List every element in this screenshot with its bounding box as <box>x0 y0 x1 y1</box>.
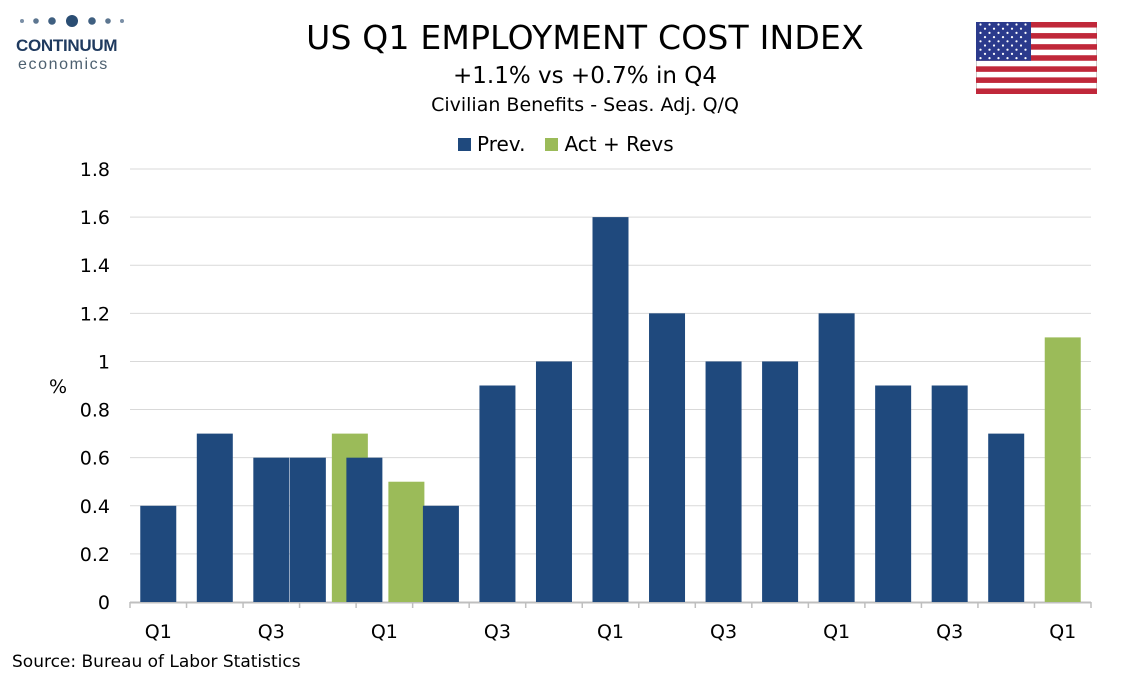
y-tick-label: 1 <box>98 351 110 373</box>
bar-prev <box>649 313 686 602</box>
continuum-economics-logo: CONTINUUM economics <box>12 14 137 78</box>
bar-prev <box>535 361 572 602</box>
logo-name: CONTINUUM <box>16 36 118 55</box>
bar-prev <box>140 505 177 602</box>
x-tick-label: Q3 <box>710 621 737 643</box>
y-tick-label: 0 <box>98 592 110 614</box>
legend-swatch-prev <box>458 137 471 151</box>
y-tick-label: 0.2 <box>80 544 110 566</box>
x-tick-label: Q3 <box>484 621 511 643</box>
bar-prev <box>346 457 383 602</box>
y-tick-label: 0.6 <box>80 448 110 470</box>
x-tick-label: Q3 <box>936 621 963 643</box>
bar-chart: 0 0.2 0.4 0.6 0.8 1 1.2 1.4 1.6 1.8% Q1 Q3 Q1 Q3 Q1 Q3 Q… <box>49 159 1092 643</box>
x-tick-label: Q1 <box>823 621 850 643</box>
x-tick-label: Q1 <box>371 621 398 643</box>
y-tick-label: 1.2 <box>80 303 110 325</box>
bar-act-revs <box>388 481 425 602</box>
y-tick-label: 0.4 <box>80 496 110 518</box>
bar-prev <box>988 433 1025 602</box>
chart-subtitle-2: Civilian Benefits - Seas. Adj. Q/Q <box>431 94 739 116</box>
bar-prev <box>931 385 968 602</box>
x-tick-label: Q1 <box>597 621 624 643</box>
bar-prev <box>875 385 912 602</box>
us-flag-icon <box>976 22 1097 94</box>
legend-item-prev: Prev. <box>458 132 525 156</box>
logo-dots-icon <box>20 15 124 27</box>
y-tick-label: 0.8 <box>80 400 110 422</box>
y-tick-label: 1.8 <box>80 159 110 181</box>
bar-prev <box>253 457 290 602</box>
legend-label-prev: Prev. <box>477 132 526 156</box>
bar-act-revs <box>1044 337 1081 602</box>
chart-subtitle: +1.1% vs +0.7% in Q4 <box>453 63 717 89</box>
x-tick-label: Q3 <box>258 621 285 643</box>
y-tick-label: 1.4 <box>80 255 110 277</box>
x-tick-label: Q1 <box>1049 621 1076 643</box>
y-axis-label: % <box>49 376 67 398</box>
chart-title: US Q1 EMPLOYMENT COST INDEX <box>306 18 864 57</box>
legend-label-act: Act + Revs <box>564 132 674 156</box>
bar-prev <box>289 457 326 602</box>
bar-prev <box>422 505 459 602</box>
bar-prev <box>592 217 629 602</box>
bar-prev <box>818 313 855 602</box>
legend-item-act: Act + Revs <box>545 132 674 156</box>
bar-prev <box>196 433 233 602</box>
bar-prev <box>479 385 516 602</box>
y-tick-label: 1.6 <box>80 207 110 229</box>
bar-prev <box>762 361 799 602</box>
bar-prev <box>705 361 742 602</box>
legend-swatch-act <box>545 137 559 151</box>
logo-subtitle: economics <box>18 56 109 73</box>
source-note: Source: Bureau of Labor Statistics <box>12 652 301 672</box>
x-tick-label: Q1 <box>145 621 172 643</box>
chart-legend: Prev. Act + Revs <box>458 131 694 157</box>
